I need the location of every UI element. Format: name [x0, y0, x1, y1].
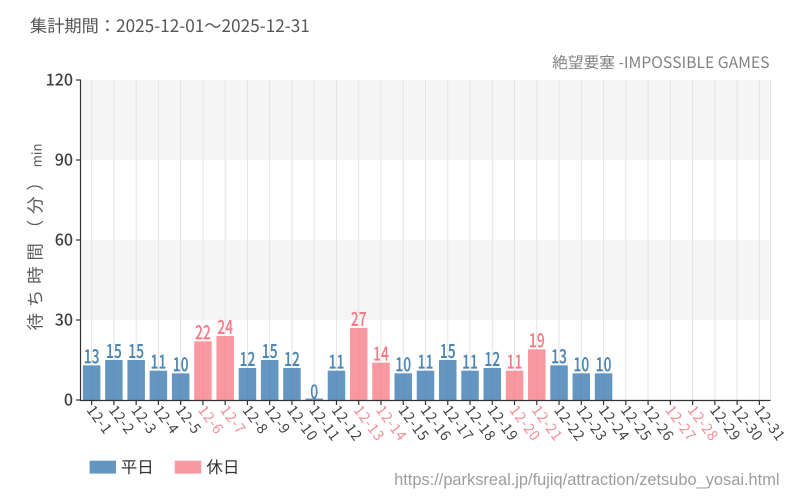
svg-text:https://parksreal.jp/fujiq/att: https://parksreal.jp/fujiq/attraction/ze… — [394, 471, 779, 489]
